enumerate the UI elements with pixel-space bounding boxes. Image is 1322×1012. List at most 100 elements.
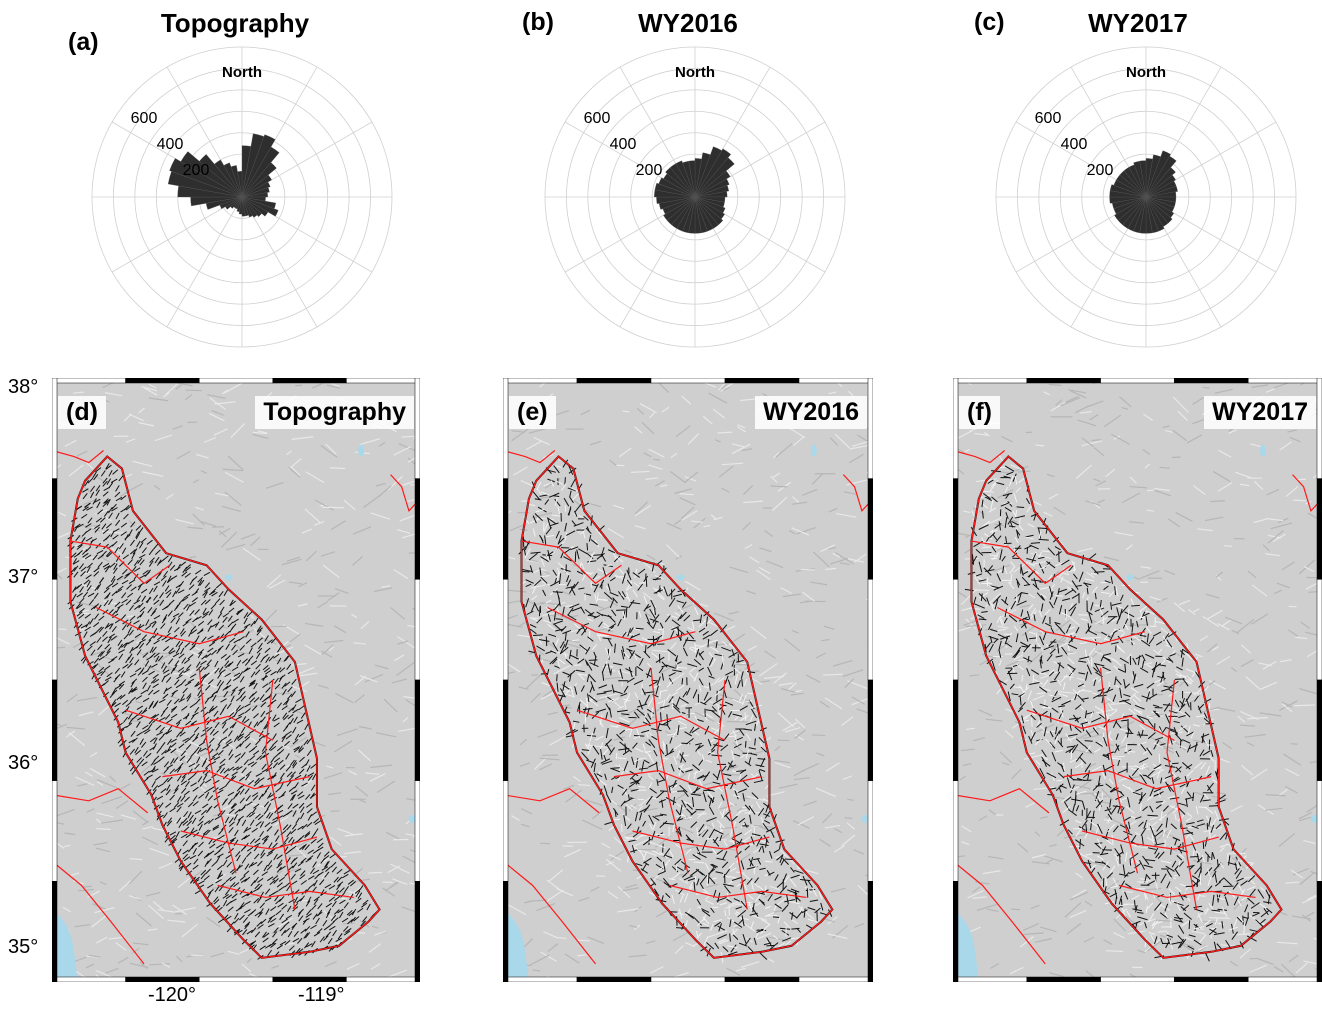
flow-vector (154, 775, 161, 781)
hillshade-stroke (1259, 681, 1278, 690)
flow-vector (755, 764, 765, 768)
hillshade-stroke (407, 457, 417, 466)
rose-sector (688, 160, 696, 198)
flow-vector (599, 742, 604, 750)
flow-vector (685, 834, 694, 844)
flow-vector (310, 867, 315, 875)
flow-vector (186, 693, 192, 700)
flow-vector (572, 729, 579, 734)
hillshade-stroke (170, 747, 188, 756)
flow-vector (159, 599, 165, 606)
flow-vector (633, 735, 645, 737)
flow-vector (1004, 465, 1015, 472)
hillshade-stroke (999, 751, 1013, 764)
flow-vector (571, 606, 582, 612)
flow-vector (981, 510, 984, 519)
hillshade-stroke (598, 605, 612, 612)
flow-vector (593, 762, 596, 773)
flow-vector (339, 899, 346, 905)
flow-vector (286, 905, 292, 913)
hillshade-stroke (834, 552, 854, 565)
hillshade-stroke (752, 774, 766, 779)
hillshade-stroke (172, 750, 187, 765)
hillshade-stroke (1215, 706, 1236, 712)
hillshade-stroke (95, 818, 102, 824)
hillshade-stroke (642, 609, 652, 618)
flow-vector (553, 602, 561, 611)
flow-vector (668, 878, 676, 881)
flow-vector (259, 945, 266, 951)
hillshade-stroke (960, 588, 978, 606)
flow-vector (611, 684, 615, 694)
flow-vector (753, 779, 764, 784)
hillshade-stroke (1229, 960, 1238, 967)
flow-vector (565, 605, 573, 607)
flow-vector (147, 606, 153, 614)
flow-vector (180, 750, 187, 757)
flow-vector (217, 789, 224, 794)
flow-vector (203, 664, 210, 670)
hillshade-stroke (842, 775, 853, 780)
hillshade-stroke (78, 711, 94, 717)
hillshade-stroke (1017, 842, 1029, 853)
flow-vector (136, 705, 144, 710)
flow-vector (96, 626, 103, 633)
flow-vector (578, 587, 585, 590)
flow-vector (190, 751, 196, 758)
flow-vector (698, 627, 706, 633)
flow-vector (256, 896, 262, 904)
flow-vector (253, 781, 260, 787)
hillshade-stroke (1069, 909, 1087, 919)
hillshade-stroke (965, 727, 975, 731)
flow-vector (272, 762, 279, 769)
hillshade-stroke (291, 685, 308, 693)
flow-vector (621, 649, 625, 660)
hillshade-stroke (1205, 593, 1220, 599)
hillshade-stroke (1289, 436, 1301, 443)
flow-vector (270, 756, 276, 764)
hillshade-stroke (1041, 730, 1058, 733)
hillshade-stroke (1110, 702, 1130, 705)
lake-water (1310, 814, 1319, 823)
flow-vector (240, 845, 247, 852)
flow-vector (144, 660, 150, 667)
flow-vector (679, 804, 683, 815)
hillshade-stroke (678, 877, 689, 884)
flow-vector (1005, 512, 1009, 519)
flow-vector (603, 626, 613, 631)
hillshade-stroke (740, 753, 748, 759)
flow-vector (766, 944, 775, 947)
flow-vector (205, 653, 212, 659)
hillshade-stroke (725, 773, 743, 776)
hillshade-stroke (147, 928, 158, 932)
flow-vector (266, 803, 272, 810)
hillshade-stroke (222, 468, 244, 472)
flow-vector (623, 651, 631, 660)
flow-vector (158, 802, 164, 809)
flow-vector (717, 925, 726, 931)
hillshade-stroke (756, 569, 771, 581)
hillshade-stroke (1105, 950, 1123, 953)
flow-vector (179, 731, 186, 737)
flow-vector (695, 742, 702, 746)
flow-vector (673, 743, 683, 750)
flow-vector (695, 744, 701, 752)
frame-tick-right (414, 881, 420, 982)
hillshade-stroke (75, 609, 90, 615)
hillshade-stroke (988, 809, 996, 816)
flow-vector (121, 598, 128, 604)
flow-vector (304, 844, 310, 851)
flow-vector (651, 728, 662, 732)
hillshade-stroke (1303, 565, 1315, 573)
flow-vector (525, 598, 530, 608)
flow-vector (766, 869, 771, 876)
flow-vector (153, 639, 160, 645)
flow-vector (289, 759, 295, 766)
flow-vector (112, 528, 120, 533)
rose-sector (241, 196, 262, 217)
flow-vector (601, 663, 607, 674)
hillshade-stroke (634, 501, 648, 515)
hillshade-stroke (1301, 895, 1318, 904)
